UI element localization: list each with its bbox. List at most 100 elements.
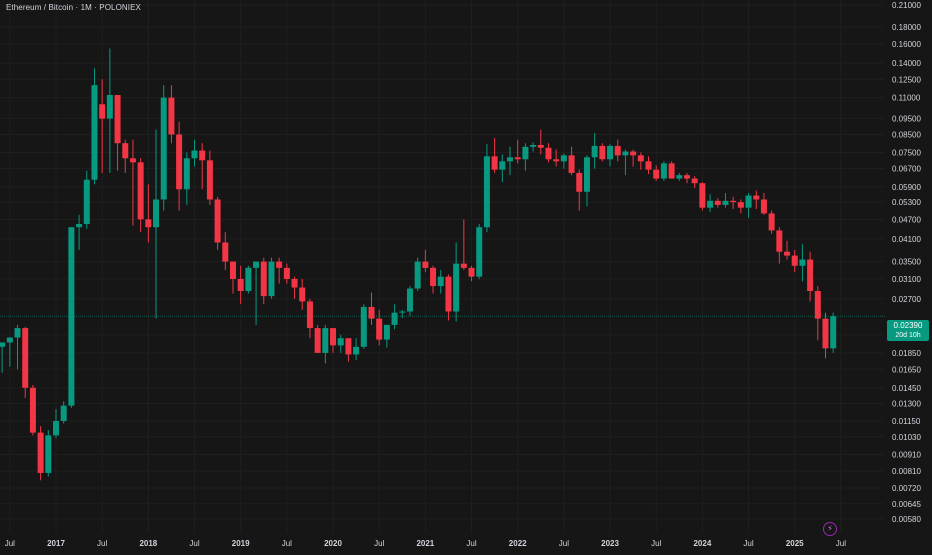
candle-body — [160, 97, 167, 200]
candle-up — [676, 172, 683, 181]
candle-body — [630, 151, 637, 156]
candle-down — [306, 298, 313, 339]
candle-down — [753, 190, 760, 210]
candle-down — [22, 326, 29, 399]
price-tick-label: 0.03500 — [892, 258, 921, 267]
candle-body — [183, 158, 190, 190]
candle-body — [737, 202, 744, 208]
price-tick-label: 0.04700 — [892, 215, 921, 224]
candle-body — [691, 178, 698, 184]
candle-down — [229, 261, 236, 294]
candle-up — [106, 48, 113, 173]
candle-up — [76, 214, 83, 250]
candle-up — [60, 401, 67, 424]
time-tick-label: Jul — [743, 539, 753, 548]
candle-body — [122, 143, 129, 159]
candle-down — [576, 169, 583, 211]
price-tick-label: 0.00645 — [892, 500, 921, 509]
candle-body — [237, 278, 244, 292]
candle-body — [530, 145, 537, 147]
time-tick-label: Jul — [651, 539, 661, 548]
last-price-value: 0.02390 — [893, 321, 923, 330]
candle-body — [576, 172, 583, 192]
candle-down — [237, 265, 244, 305]
candle-down — [345, 338, 352, 362]
candle-up — [68, 227, 75, 408]
candle-up — [353, 338, 360, 361]
price-tick-label: 0.21000 — [892, 1, 921, 10]
candle-body — [245, 267, 252, 292]
candle-body — [753, 195, 760, 200]
candle-up — [507, 146, 514, 176]
candle-down — [445, 274, 452, 321]
time-tick-label: Jul — [282, 539, 292, 548]
candle-body — [591, 145, 598, 158]
price-tick-label: 0.11000 — [892, 94, 921, 103]
candle-body — [422, 261, 429, 268]
time-tick-label: 2017 — [47, 539, 65, 548]
grid-layer — [0, 0, 884, 533]
candle-body — [622, 151, 629, 156]
price-tick-label: 0.05300 — [892, 198, 921, 207]
candle-up — [830, 312, 837, 353]
candle-up — [745, 193, 752, 218]
candle-body — [222, 242, 229, 262]
candle-body — [360, 306, 367, 347]
candle-down — [114, 95, 121, 171]
candle-up — [360, 304, 367, 350]
candle-down — [260, 257, 267, 305]
candle-body — [784, 251, 791, 256]
candle-body — [653, 169, 660, 179]
candle-up — [660, 161, 667, 181]
candle-body — [214, 199, 221, 243]
price-tick-label: 0.04100 — [892, 235, 921, 244]
price-tick-label: 0.06700 — [892, 165, 921, 174]
candle-body — [345, 338, 352, 355]
candle-body — [45, 435, 52, 473]
candle-body — [437, 276, 444, 287]
candle-down — [330, 328, 337, 353]
candle-body — [830, 316, 837, 349]
candle-body — [614, 145, 621, 156]
candle-up — [45, 429, 52, 477]
candle-body — [29, 387, 36, 433]
chart-title: Ethereum / Bitcoin · 1M · POLONIEX — [6, 3, 141, 12]
lightning-icon[interactable]: ⚡ — [823, 522, 837, 536]
candle-up — [406, 286, 413, 316]
candle-down — [760, 193, 767, 215]
price-axis[interactable]: 0.21000 0.18000 0.16000 0.14000 0.12500 0.110… — [892, 1, 921, 524]
candle-body — [14, 328, 21, 338]
price-tick-label: 0.00580 — [892, 515, 921, 524]
candle-down — [714, 198, 721, 208]
candle-body — [129, 158, 136, 163]
candle-body — [91, 85, 98, 180]
time-tick-label: 2024 — [693, 539, 711, 548]
time-tick-label: 2023 — [601, 539, 619, 548]
candle-body — [153, 199, 160, 228]
candle-up — [153, 129, 160, 319]
time-tick-label: 2021 — [416, 539, 434, 548]
candle-body — [514, 157, 521, 160]
candle-body — [0, 342, 6, 347]
candle-body — [745, 195, 752, 208]
candle-down — [814, 286, 821, 341]
candle-body — [406, 288, 413, 312]
price-tick-label: 0.00810 — [892, 467, 921, 476]
candle-body — [383, 324, 390, 340]
time-axis[interactable]: Jul 2017 Jul 2018 Jul 2019 Jul 2020 Jul 2021 Jul 20… — [5, 539, 847, 548]
candle-up — [522, 143, 529, 171]
candle-down — [460, 219, 467, 271]
candle-down — [553, 149, 560, 167]
candle-body — [537, 145, 544, 148]
candle-body — [268, 261, 275, 297]
candle-body — [607, 145, 614, 160]
candle-body — [776, 230, 783, 252]
candle-down — [537, 129, 544, 155]
candle-body — [676, 175, 683, 179]
candle-body — [68, 227, 75, 406]
candle-down — [730, 196, 737, 210]
candle-up — [437, 270, 444, 294]
time-tick-label: 2018 — [139, 539, 157, 548]
